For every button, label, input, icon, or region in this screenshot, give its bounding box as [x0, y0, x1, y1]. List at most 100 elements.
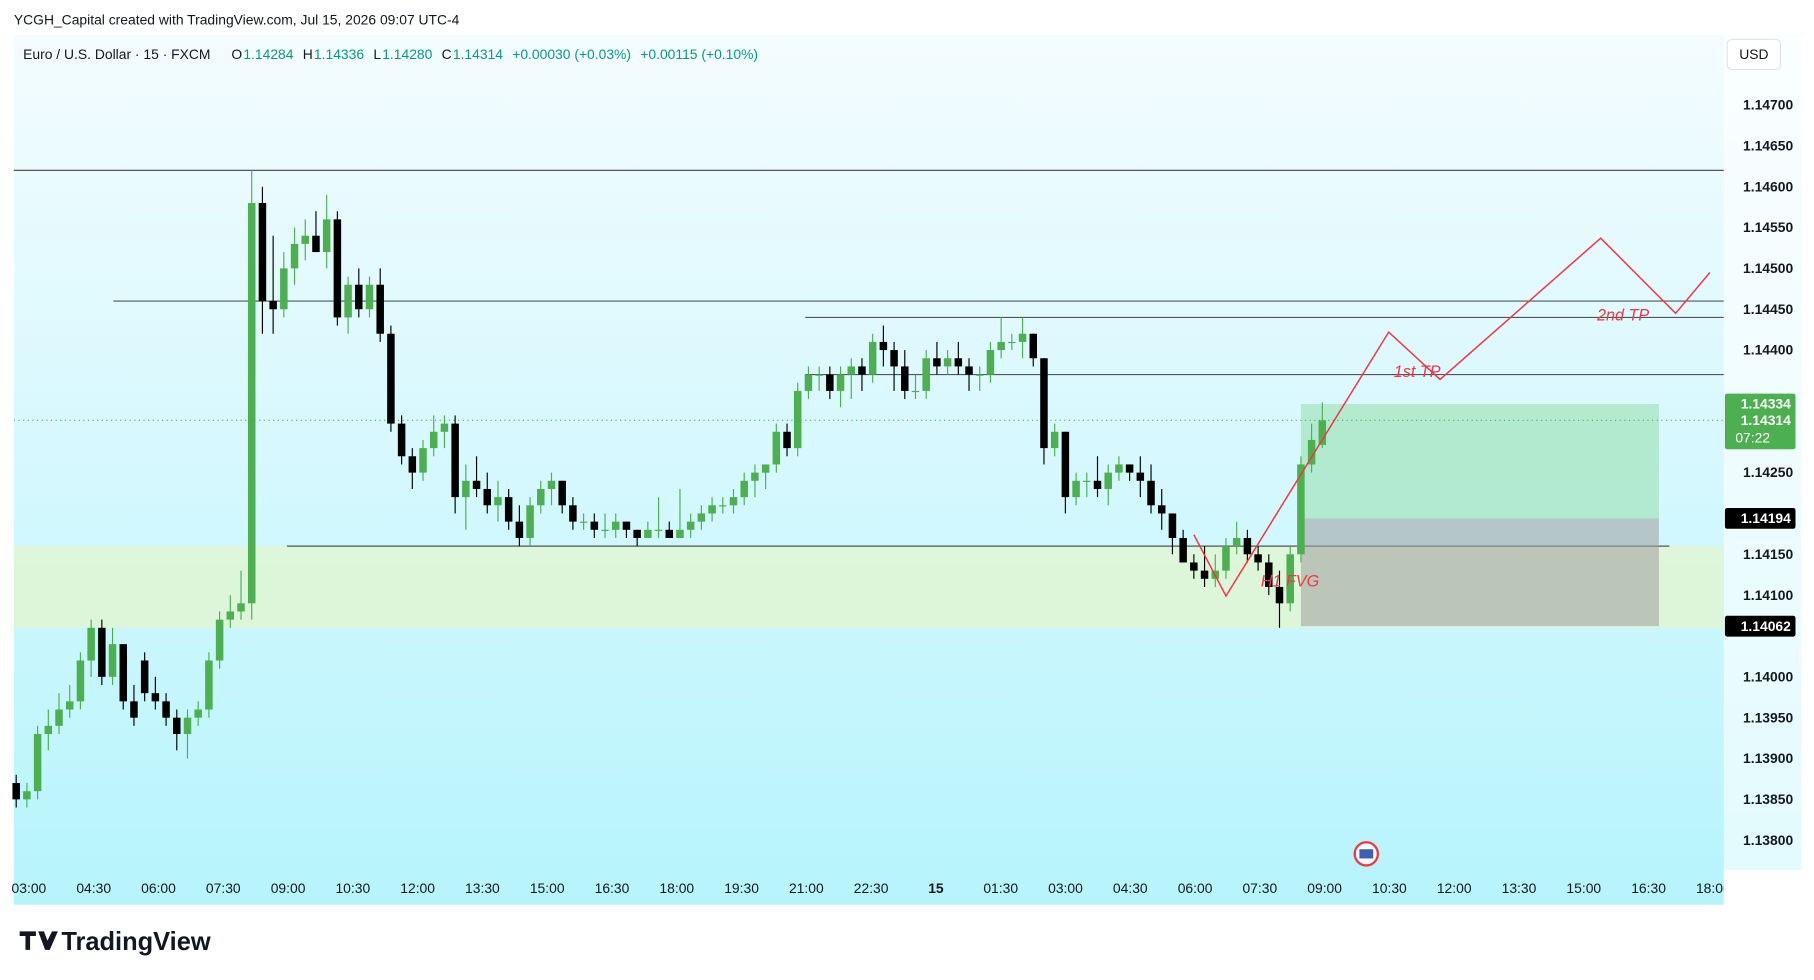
- candle-body: [280, 268, 288, 310]
- candle-body: [87, 627, 95, 661]
- candle-body: [783, 431, 791, 449]
- candle-body: [472, 480, 481, 489]
- candle-body: [943, 358, 952, 367]
- candle-body: [108, 644, 117, 677]
- currency-button[interactable]: [1726, 38, 1782, 71]
- candle-body: [676, 529, 684, 538]
- candle-body: [1029, 333, 1038, 359]
- change-total: +0.00115 (+0.10%): [640, 46, 758, 62]
- currency[interactable]: USD: [1739, 46, 1768, 62]
- ohlc-key: L: [373, 46, 381, 62]
- candle-body: [622, 521, 631, 530]
- candle-body: [804, 374, 813, 391]
- candle-body: [387, 333, 395, 424]
- x-tick-label: 03:00: [1048, 880, 1083, 896]
- candle-body: [1072, 480, 1080, 498]
- y-tick-label: 1.14250: [1743, 464, 1793, 480]
- x-tick-label: 03:00: [12, 880, 47, 896]
- candle-body: [151, 693, 160, 702]
- candle-body: [815, 374, 823, 376]
- candle-body: [504, 497, 513, 522]
- candle-body: [1168, 513, 1177, 538]
- candle-body: [1275, 586, 1284, 604]
- x-tick-label: 07:30: [206, 880, 241, 896]
- candle-body: [526, 505, 534, 538]
- candle-body: [1307, 439, 1316, 465]
- candle-body: [686, 521, 695, 530]
- x-tick-label: 06:00: [141, 880, 176, 896]
- candle-body: [697, 513, 706, 522]
- candle-body: [301, 235, 310, 244]
- candle-body: [1104, 472, 1112, 489]
- candle-body: [33, 734, 42, 792]
- x-tick-label: 19:30: [724, 880, 759, 896]
- candle-body: [537, 488, 545, 506]
- candle-body: [419, 448, 427, 473]
- candle-body: [793, 390, 802, 449]
- candle-body: [933, 358, 941, 367]
- candle-body: [76, 660, 85, 702]
- ohlc-key: C: [442, 46, 452, 62]
- candle-body: [515, 521, 524, 538]
- candle-body: [462, 480, 470, 498]
- candle-body: [1008, 341, 1016, 344]
- plot: 1st TP 2nd TP H1 FVG 1.14700 1.14650 1.14600 1…: [12, 97, 1814, 917]
- stop-label-bg: [1724, 615, 1796, 637]
- x-tick-label: 10:30: [1372, 880, 1407, 896]
- y-tick-label: 1.14700: [1743, 97, 1793, 113]
- ohlc-value: 1.14336: [314, 46, 364, 62]
- target-label-bg: [1724, 393, 1796, 415]
- countdown: 07:22: [1735, 429, 1770, 445]
- x-tick-label: 06:00: [1178, 880, 1213, 896]
- x-tick-label: 16:30: [1631, 880, 1666, 896]
- candle-body: [23, 791, 31, 800]
- candle-body: [205, 660, 213, 710]
- y-tick-label: 1.14650: [1743, 137, 1793, 153]
- x-tick-label: 16:30: [595, 880, 630, 896]
- x-tick-label: 18:00: [1696, 880, 1731, 896]
- candle-body: [247, 203, 256, 604]
- candle-body: [408, 456, 417, 473]
- stop-label: 1.14062: [1741, 618, 1791, 634]
- ohlc-value: 1.14280: [382, 46, 432, 62]
- candle-body: [376, 284, 384, 334]
- x-tick-label: 10:30: [335, 880, 370, 896]
- candle-body: [590, 521, 599, 530]
- candle-body: [355, 284, 363, 310]
- candle-body: [494, 497, 502, 506]
- candle-body: [1286, 554, 1294, 604]
- candle-body: [269, 301, 277, 310]
- candle-body: [611, 521, 620, 530]
- x-tick-label: 13:30: [1502, 880, 1537, 896]
- credit: YCGH_Capital created with TradingView.co…: [14, 11, 460, 27]
- candle-body: [975, 374, 984, 376]
- last-price-label: 1.14314: [1741, 412, 1791, 428]
- candle-body: [333, 219, 342, 318]
- y-tick-label: 1.14500: [1743, 260, 1793, 276]
- candle-body: [1125, 464, 1134, 473]
- x-tick-label: 07:30: [1242, 880, 1277, 896]
- candle-body: [558, 480, 566, 506]
- candle-body: [1200, 570, 1209, 579]
- y-tick-label: 1.13800: [1743, 832, 1793, 848]
- last-price-bg: [1724, 409, 1796, 450]
- candle-body: [98, 627, 106, 677]
- y-tick-label: 1.14000: [1743, 668, 1793, 684]
- logo-mark: [19, 931, 58, 950]
- candle-body: [397, 423, 406, 457]
- x-tick-label: 09:00: [1307, 880, 1342, 896]
- logo: TradingView: [61, 928, 211, 956]
- candle-body: [451, 423, 459, 498]
- candle-body: [1115, 464, 1123, 473]
- y-tick-label: 1.14550: [1743, 219, 1793, 235]
- x-tick-label: 15:00: [1566, 880, 1601, 896]
- candle-body: [847, 366, 856, 375]
- candle-body: [954, 358, 963, 367]
- y-tick-label: 1.13850: [1743, 791, 1793, 807]
- candle-body: [44, 725, 53, 735]
- candle-body: [140, 660, 149, 694]
- y-tick-label: 1.14100: [1743, 587, 1793, 603]
- candle-body: [986, 350, 995, 375]
- candle-body: [633, 529, 641, 538]
- candle-body: [1318, 420, 1327, 445]
